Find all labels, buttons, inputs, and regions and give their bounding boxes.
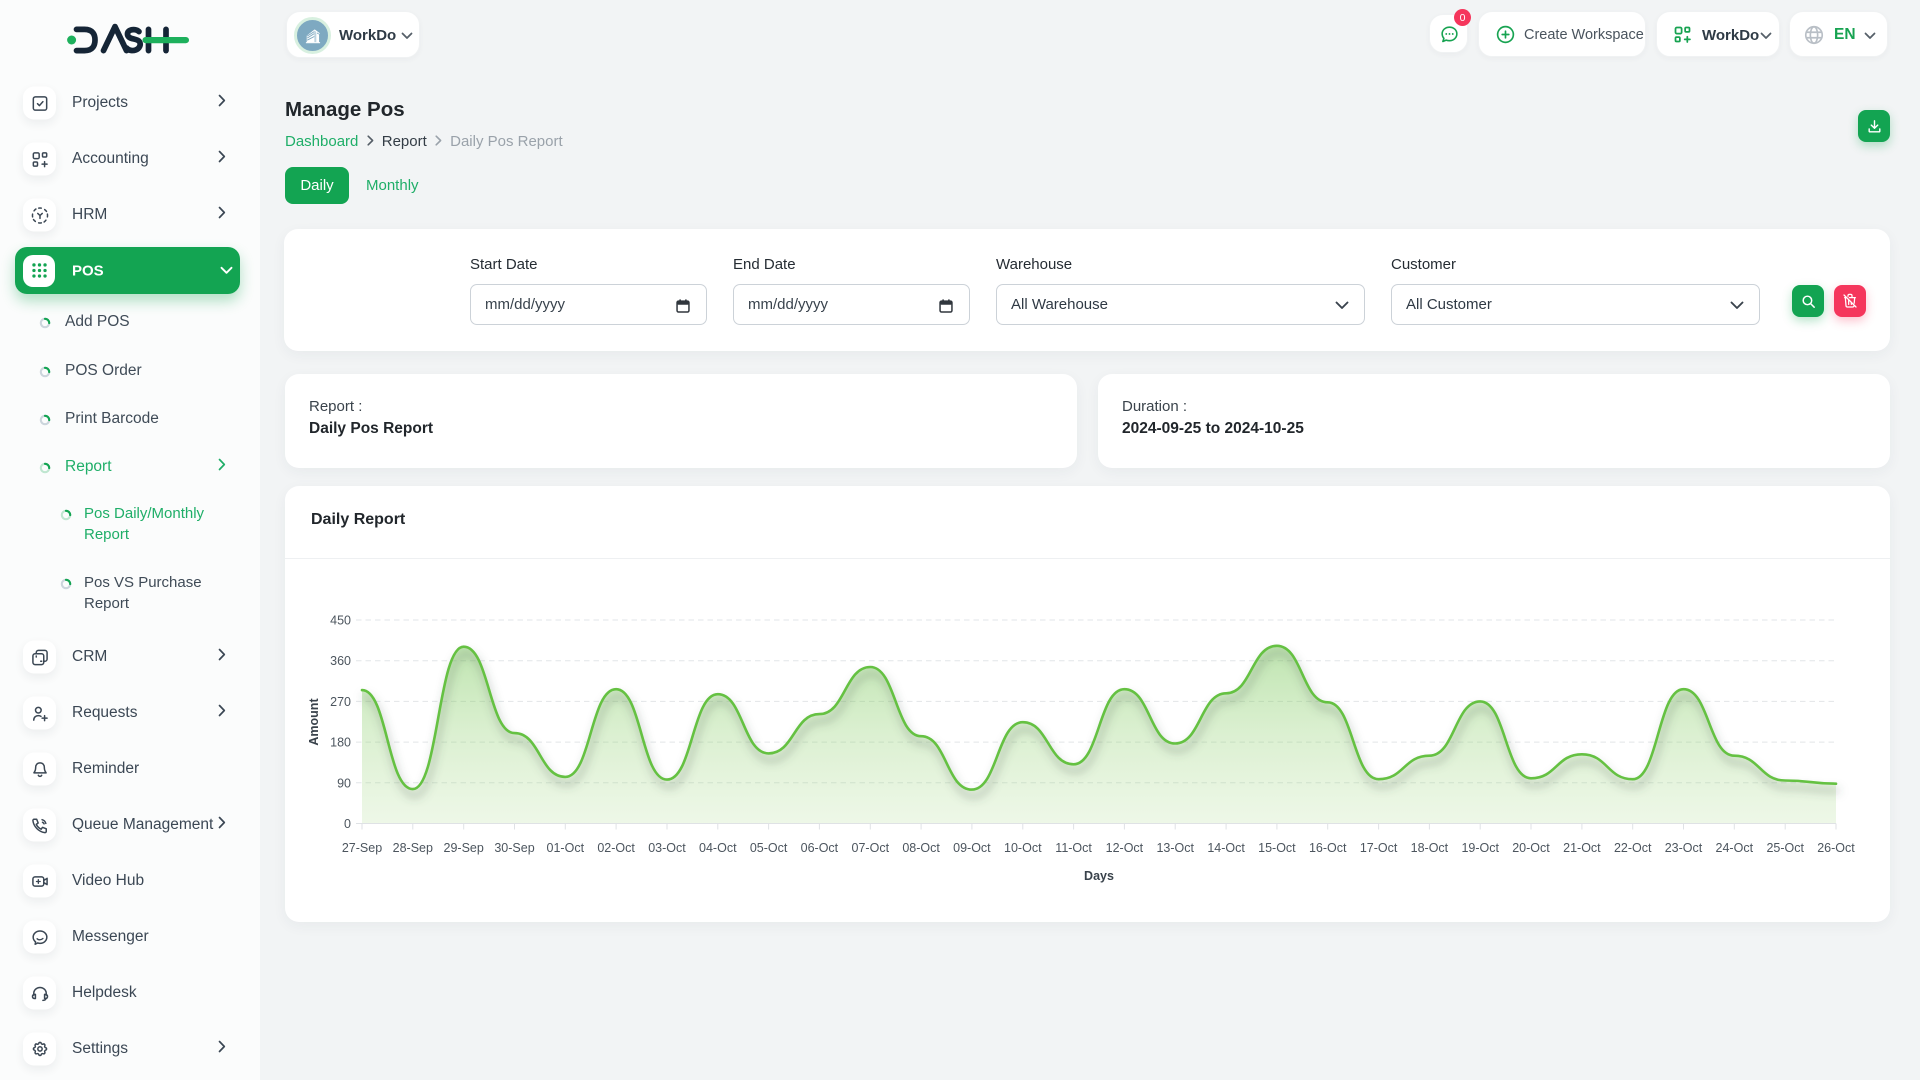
svg-text:14-Oct: 14-Oct (1207, 841, 1245, 855)
svg-text:29-Sep: 29-Sep (444, 841, 484, 855)
svg-text:360: 360 (330, 654, 351, 668)
svg-text:17-Oct: 17-Oct (1360, 841, 1398, 855)
svg-text:02-Oct: 02-Oct (597, 841, 635, 855)
svg-text:19-Oct: 19-Oct (1461, 841, 1499, 855)
svg-text:11-Oct: 11-Oct (1055, 841, 1092, 855)
svg-text:180: 180 (330, 736, 351, 750)
svg-text:25-Oct: 25-Oct (1766, 841, 1804, 855)
svg-text:20-Oct: 20-Oct (1512, 841, 1550, 855)
svg-text:21-Oct: 21-Oct (1563, 841, 1601, 855)
svg-text:09-Oct: 09-Oct (953, 841, 991, 855)
svg-text:23-Oct: 23-Oct (1665, 841, 1703, 855)
svg-text:Amount: Amount (307, 698, 321, 746)
svg-text:18-Oct: 18-Oct (1411, 841, 1449, 855)
svg-text:10-Oct: 10-Oct (1004, 841, 1042, 855)
svg-text:07-Oct: 07-Oct (852, 841, 890, 855)
svg-text:01-Oct: 01-Oct (547, 841, 585, 855)
svg-text:05-Oct: 05-Oct (750, 841, 788, 855)
svg-text:15-Oct: 15-Oct (1258, 841, 1296, 855)
svg-text:27-Sep: 27-Sep (342, 841, 382, 855)
svg-text:Days: Days (1084, 869, 1114, 883)
svg-text:13-Oct: 13-Oct (1156, 841, 1194, 855)
svg-text:22-Oct: 22-Oct (1614, 841, 1652, 855)
svg-text:270: 270 (330, 695, 351, 709)
svg-text:450: 450 (330, 614, 351, 628)
svg-text:28-Sep: 28-Sep (393, 841, 433, 855)
svg-text:24-Oct: 24-Oct (1716, 841, 1754, 855)
svg-text:04-Oct: 04-Oct (699, 841, 737, 855)
svg-text:26-Oct: 26-Oct (1817, 841, 1855, 855)
svg-text:08-Oct: 08-Oct (902, 841, 940, 855)
svg-text:16-Oct: 16-Oct (1309, 841, 1347, 855)
svg-text:12-Oct: 12-Oct (1106, 841, 1144, 855)
svg-text:90: 90 (337, 776, 351, 790)
svg-text:30-Sep: 30-Sep (494, 841, 534, 855)
svg-text:03-Oct: 03-Oct (648, 841, 686, 855)
svg-text:06-Oct: 06-Oct (801, 841, 839, 855)
svg-text:0: 0 (344, 817, 351, 831)
